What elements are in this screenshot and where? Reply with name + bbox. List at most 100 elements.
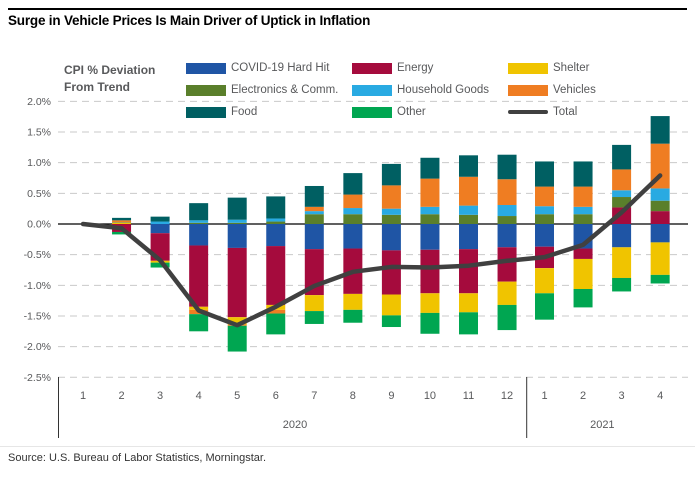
bar-segment-covid	[189, 224, 209, 246]
bar-segment-food	[304, 185, 324, 207]
bar-segment-other	[573, 288, 593, 308]
bar-segment-shelter	[112, 222, 132, 224]
legend-item-energy: Energy	[352, 57, 489, 79]
legend-swatch-household	[352, 84, 392, 96]
legend-item-electronics: Electronics & Comm.	[186, 79, 338, 101]
x-tick-label: 5	[234, 390, 240, 402]
source-note: Source: U.S. Bureau of Labor Statistics,…	[8, 452, 267, 464]
bar-segment-vehicles	[381, 185, 401, 209]
bar-segment-food	[535, 161, 554, 187]
bar-segment-household	[343, 208, 363, 215]
bar-segment-shelter	[573, 258, 593, 289]
bar-segment-shelter	[535, 268, 554, 294]
y-tick-label: -2.5%	[24, 372, 51, 384]
bar-segment-vehicles	[343, 194, 363, 209]
bar-segment-covid	[343, 224, 363, 249]
x-tick-label: 3	[619, 390, 625, 402]
bar-segment-energy	[612, 207, 632, 224]
bar-segment-household	[381, 208, 401, 215]
bar-segment-household	[535, 206, 554, 215]
bar-segment-household	[650, 188, 670, 201]
x-tick-label: 4	[657, 390, 663, 402]
legend-label-total: Total	[553, 106, 578, 118]
x-tick-label: 2	[580, 390, 586, 402]
legend-swatch-electronics	[186, 84, 226, 96]
x-tick-label: 1	[541, 390, 547, 402]
bar-segment-covid	[497, 224, 517, 248]
bar-segment-electronics	[112, 222, 132, 223]
bar-segment-food	[150, 216, 170, 222]
bar-segment-food	[497, 154, 517, 180]
bar-segment-other	[304, 311, 324, 324]
legend-item-household: Household Goods	[352, 79, 489, 101]
legend-swatch-shelter	[508, 62, 548, 74]
x-tick-label: 3	[157, 390, 163, 402]
bar-segment-shelter	[381, 294, 401, 316]
bar-segment-food	[227, 197, 247, 220]
bar-segment-covid	[304, 224, 324, 250]
legend-swatch-energy	[352, 62, 392, 74]
x-tick-label: 9	[388, 390, 394, 402]
x-tick-label: 10	[424, 390, 436, 402]
bar-segment-food	[112, 217, 132, 221]
bar-segment-food	[189, 203, 209, 221]
legend-item-shelter: Shelter	[508, 57, 596, 79]
bar-segment-energy	[189, 245, 209, 307]
x-tick-label: 7	[311, 390, 317, 402]
x-tick-label: 12	[501, 390, 513, 402]
y-tick-label: -1.5%	[24, 310, 51, 322]
bar-segment-energy	[420, 249, 440, 294]
legend-swatch-other	[352, 106, 392, 118]
bar-segment-household	[612, 190, 632, 198]
bar-segment-electronics	[343, 214, 363, 224]
bar-segment-electronics	[227, 222, 247, 224]
bar-segment-electronics	[535, 214, 554, 224]
x-tick-label: 11	[463, 390, 474, 402]
bar-segment-household	[420, 206, 440, 215]
bar-segment-shelter	[420, 293, 440, 313]
y-tick-label: -1.0%	[24, 280, 51, 292]
bar-segment-covid	[381, 224, 401, 251]
year-label-2021: 2021	[590, 419, 614, 431]
bar-segment-shelter	[497, 281, 517, 305]
bar-segment-energy	[459, 249, 478, 294]
bar-segment-food	[650, 116, 670, 144]
y-tick-label: 1.5%	[27, 127, 51, 139]
legend-label-food: Food	[231, 106, 258, 118]
y-tick-label: 0.0%	[27, 219, 51, 231]
legend-column-2: Energy Household Goods Other	[352, 57, 489, 123]
bar-segment-other	[497, 304, 517, 331]
bar-segment-covid	[612, 224, 632, 248]
bar-segment-other	[112, 231, 132, 235]
legend-swatch-food	[186, 106, 226, 118]
bar-segment-shelter	[304, 295, 324, 312]
legend-item-other: Other	[352, 101, 489, 123]
bar-segment-energy	[266, 246, 286, 305]
bar-segment-other	[459, 312, 478, 335]
bar-segment-shelter	[343, 293, 363, 310]
bar-segment-electronics	[497, 216, 517, 224]
bar-segment-other	[381, 315, 401, 328]
legend-item-covid: COVID-19 Hard Hit	[186, 57, 338, 79]
bar-segment-electronics	[573, 214, 593, 224]
bar-segment-covid	[650, 224, 670, 243]
bar-segment-shelter	[459, 293, 478, 313]
legend-column-3: Shelter Vehicles Total	[508, 57, 596, 123]
bar-segment-electronics	[650, 200, 670, 212]
bar-segment-covid	[459, 224, 478, 250]
bar-segment-other	[535, 293, 554, 320]
bar-segment-energy	[381, 250, 401, 295]
legend-item-food: Food	[186, 101, 338, 123]
bar-segment-covid	[535, 224, 554, 247]
bar-segment-energy	[650, 211, 670, 224]
y-tick-label: -2.0%	[24, 341, 51, 353]
x-tick-label: 2	[118, 390, 124, 402]
bar-segment-shelter	[612, 247, 632, 278]
bar-segment-electronics	[381, 214, 401, 224]
total-line	[80, 173, 663, 328]
bar-segment-household	[227, 219, 247, 223]
bar-segment-covid	[150, 224, 170, 234]
legend-swatch-total	[508, 110, 548, 114]
footer-rule	[0, 446, 695, 447]
